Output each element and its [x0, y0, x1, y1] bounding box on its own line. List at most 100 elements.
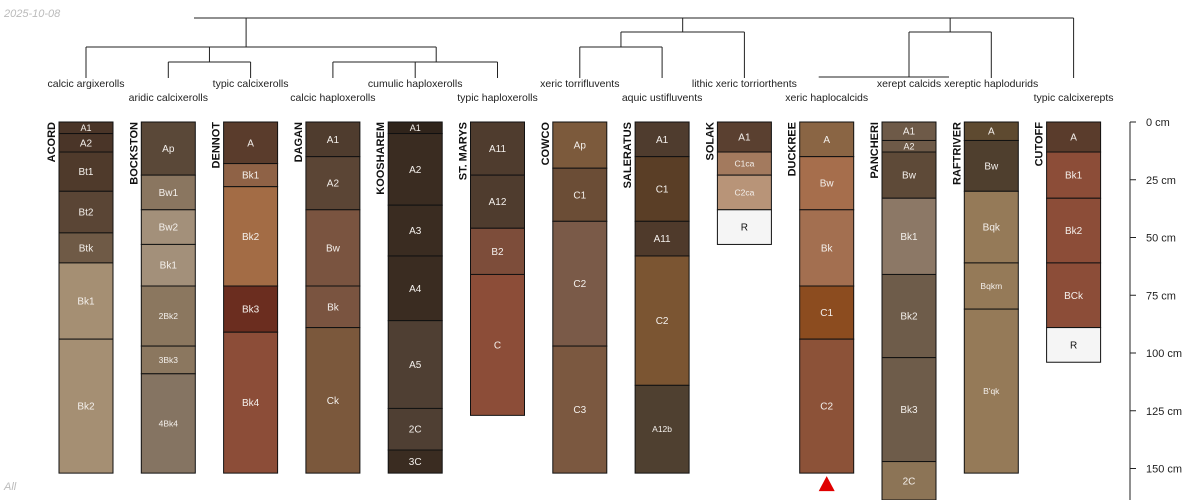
horizon-label: A: [1070, 133, 1077, 144]
horizon-pancheri: [881, 197, 937, 275]
profile-name-solak: SOLAK: [704, 122, 716, 161]
horizon-solak: [716, 121, 772, 153]
horizon-label: A: [247, 138, 254, 149]
horizon-dennot: [223, 186, 279, 287]
horizon-label: A2: [80, 138, 93, 149]
profile-name-koosharem: KOOSHAREM: [375, 122, 387, 195]
horizon-koosharem: [387, 204, 443, 257]
horizon-dagan: [305, 285, 361, 329]
depth-tick-label: 50 cm: [1146, 233, 1176, 245]
horizon-label: C1: [820, 308, 833, 319]
taxon-label-duckree: xeric haplocalcids: [785, 92, 868, 104]
profile-name-bockston: BOCKSTON: [128, 122, 140, 185]
taxon-label-cowco: xeric torrifluvents: [540, 78, 619, 90]
horizon-label: 3C: [409, 457, 422, 468]
horizon-label: R: [1070, 340, 1077, 351]
horizon-bockston: [140, 345, 196, 375]
taxon-label-st-marys: typic haploxerolls: [457, 92, 538, 104]
horizon-acord: [58, 232, 114, 264]
horizon-label: 2C: [409, 425, 422, 436]
horizon-label: 2C: [903, 476, 916, 487]
horizon-dagan: [305, 121, 361, 158]
horizon-cowco: [552, 121, 608, 169]
horizon-saleratus: [634, 384, 690, 474]
horizon-label: BCk: [1064, 291, 1084, 302]
horizon-st-marys: [470, 174, 525, 229]
depth-tick-label: 100 cm: [1146, 348, 1182, 360]
horizon-label: A11: [654, 234, 671, 245]
horizon-label: A: [988, 127, 995, 138]
horizon-cutoff: [1046, 262, 1102, 329]
horizon-label: Bk1: [242, 171, 260, 182]
horizon-label: A3: [409, 226, 422, 237]
horizon-raftriver: [963, 262, 1019, 310]
horizon-label: A1: [410, 123, 421, 133]
horizon-label: A1: [327, 135, 340, 146]
horizon-label: Bqkm: [980, 281, 1002, 291]
taxon-label-bockston: aridic calcixerolls: [129, 92, 208, 104]
horizon-saleratus: [634, 255, 690, 386]
horizon-label: Bk3: [900, 405, 918, 416]
horizon-label: A12: [489, 197, 507, 208]
date-label: 2025-10-08: [4, 8, 61, 20]
profile-name-duckree: DUCKREE: [787, 122, 799, 176]
taxon-label-dennot: typic calcixerolls: [213, 78, 289, 90]
horizon-dagan: [305, 327, 361, 474]
taxon-label-acord: calcic argixerolls: [47, 78, 124, 90]
depth-tick-label: 75 cm: [1146, 290, 1176, 302]
profile-name-cowco: COWCO: [540, 122, 552, 166]
horizon-label: Bw: [326, 243, 341, 254]
taxon-label-cutoff: typic calcixerepts: [1034, 92, 1114, 104]
horizon-raftriver: [963, 308, 1019, 474]
horizon-label: Bk1: [900, 232, 918, 243]
horizon-label: Bw: [984, 161, 999, 172]
horizon-label: A12b: [652, 424, 672, 434]
horizon-dennot: [223, 331, 279, 474]
horizon-label: A1: [738, 133, 751, 144]
horizon-dagan: [305, 156, 361, 211]
horizon-duckree: [799, 338, 855, 474]
horizon-label: Ck: [327, 396, 340, 407]
horizon-label: 2Bk2: [159, 311, 179, 321]
horizon-label: A2: [903, 141, 914, 151]
horizon-label: Bt1: [78, 167, 93, 178]
depth-tick-label: 125 cm: [1146, 406, 1182, 418]
horizon-label: Bw1: [159, 188, 179, 199]
horizon-saleratus: [634, 121, 690, 158]
horizon-st-marys: [470, 273, 525, 416]
horizon-solak: [716, 209, 772, 245]
horizon-bockston: [140, 243, 196, 287]
depth-tick-label: 25 cm: [1146, 175, 1176, 187]
horizon-koosharem: [387, 133, 443, 206]
horizon-label: A1: [903, 127, 916, 138]
profile-name-saleratus: SALERATUS: [622, 122, 634, 188]
profile-name-st-marys: ST. MARYS: [458, 122, 470, 180]
profile-name-acord: ACORD: [46, 122, 58, 162]
horizon-cutoff: [1046, 327, 1102, 363]
horizon-label: C2: [820, 402, 833, 413]
horizon-duckree: [799, 121, 855, 158]
horizon-label: Bk1: [1065, 171, 1083, 182]
horizon-pancheri: [881, 151, 937, 199]
profile-name-raftriver: RAFTRIVER: [951, 122, 963, 185]
horizon-label: A2: [409, 165, 422, 176]
horizon-label: A11: [489, 144, 506, 155]
horizon-st-marys: [470, 121, 525, 176]
horizon-label: A1: [656, 135, 669, 146]
horizon-label: Bk: [821, 243, 834, 254]
horizon-bockston: [140, 209, 196, 245]
horizon-acord: [58, 190, 114, 234]
horizon-raftriver: [963, 139, 1019, 192]
horizon-label: Ap: [574, 141, 587, 152]
horizon-bockston: [140, 174, 196, 211]
horizon-label: Bw2: [159, 223, 179, 234]
horizon-label: C3: [573, 405, 586, 416]
horizon-acord: [58, 338, 114, 474]
horizon-raftriver: [963, 190, 1019, 264]
horizon-cowco: [552, 345, 608, 474]
taxon-label-raftriver: xereptic haplodurids: [944, 78, 1038, 90]
horizon-label: C2: [573, 279, 586, 290]
profile-name-dagan: DAGAN: [293, 122, 305, 162]
horizon-label: R: [741, 223, 748, 234]
horizon-bockston: [140, 373, 196, 474]
